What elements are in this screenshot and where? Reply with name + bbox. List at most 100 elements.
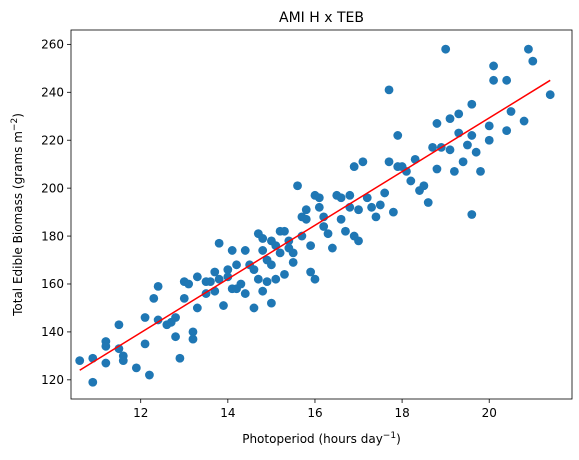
y-axis-label-main: Total Edible Biomass (grams m (11, 131, 25, 317)
data-point (354, 205, 363, 215)
y-axis-label-exponent: −2 (10, 118, 20, 131)
data-point (476, 166, 485, 176)
x-axis-label-exponent: −1 (383, 431, 396, 441)
y-tick-label: 240 (41, 85, 64, 99)
y-tick-label: 160 (41, 277, 64, 291)
data-point (310, 274, 320, 284)
data-point (301, 214, 311, 224)
data-point (214, 274, 224, 284)
data-point (88, 377, 98, 387)
data-point (188, 327, 198, 337)
data-point (140, 313, 150, 322)
y-axis: 120 140 160 180 200 220 240 260 (41, 38, 71, 387)
data-point (445, 145, 455, 155)
data-point (323, 229, 333, 239)
data-point (441, 44, 451, 54)
data-point (502, 126, 512, 136)
data-point (345, 190, 355, 200)
data-point (528, 56, 538, 66)
data-point (314, 193, 324, 203)
data-point (267, 260, 276, 270)
data-point (280, 270, 289, 279)
data-point (384, 85, 394, 95)
data-point (192, 272, 202, 282)
data-point (463, 140, 472, 150)
data-point (140, 339, 150, 349)
data-point (393, 131, 403, 140)
data-point (271, 274, 281, 284)
data-point (149, 293, 159, 303)
plot-marks (75, 44, 555, 387)
data-point (280, 226, 289, 236)
data-point (354, 236, 363, 246)
y-tick-label: 200 (41, 181, 64, 195)
data-point (419, 181, 429, 191)
data-point (258, 246, 268, 255)
data-point (262, 277, 272, 286)
data-point (232, 260, 241, 270)
data-point (432, 164, 442, 174)
data-point (371, 212, 381, 222)
data-point (388, 207, 398, 217)
data-point (184, 279, 194, 289)
data-point (249, 303, 259, 313)
data-point (489, 61, 498, 71)
data-point (219, 301, 228, 310)
data-point (267, 298, 276, 308)
data-point (171, 332, 180, 342)
data-point (114, 344, 124, 354)
data-point (506, 107, 516, 116)
y-axis-label: Total Edible Biomass (grams m−2) (10, 113, 25, 317)
data-point (375, 200, 385, 210)
data-point (101, 358, 111, 368)
data-point (179, 293, 189, 303)
data-point (336, 214, 346, 224)
data-point (367, 202, 376, 212)
data-point (301, 205, 311, 215)
data-point (227, 246, 237, 255)
chart-title: AMI H x TEB (279, 10, 364, 26)
data-point (131, 363, 141, 373)
data-point (253, 274, 263, 284)
data-point (214, 238, 224, 248)
x-axis-label-end: ) (396, 432, 401, 446)
data-point (432, 119, 442, 128)
data-point (314, 202, 324, 212)
data-point (236, 279, 246, 289)
x-tick-label: 12 (133, 406, 148, 420)
data-point (319, 222, 329, 231)
data-point (118, 356, 128, 366)
x-axis-label-main: Photoperiod (hours day (242, 432, 383, 446)
data-point (288, 258, 298, 267)
data-point (449, 166, 459, 176)
data-point (380, 188, 390, 198)
data-point (458, 157, 468, 167)
data-point (306, 267, 316, 277)
data-point (288, 248, 298, 258)
data-point (240, 246, 250, 255)
data-point (258, 286, 268, 296)
data-point (75, 356, 85, 366)
y-tick-label: 180 (41, 229, 64, 243)
data-point (223, 265, 233, 275)
data-point (210, 267, 220, 277)
y-tick-label: 120 (41, 373, 64, 387)
y-tick-label: 140 (41, 325, 64, 339)
data-point (524, 44, 533, 54)
data-point (467, 210, 477, 219)
data-point (484, 121, 494, 131)
data-point (484, 135, 494, 145)
data-point (171, 313, 180, 322)
data-point (153, 315, 163, 325)
data-point (402, 166, 411, 176)
data-point (206, 277, 215, 286)
data-point (467, 99, 477, 109)
x-tick-label: 18 (394, 406, 409, 420)
data-point (306, 241, 316, 251)
data-point (336, 193, 346, 203)
data-point (454, 109, 464, 119)
data-point (384, 157, 394, 167)
data-point (249, 265, 259, 275)
data-point (489, 75, 498, 85)
